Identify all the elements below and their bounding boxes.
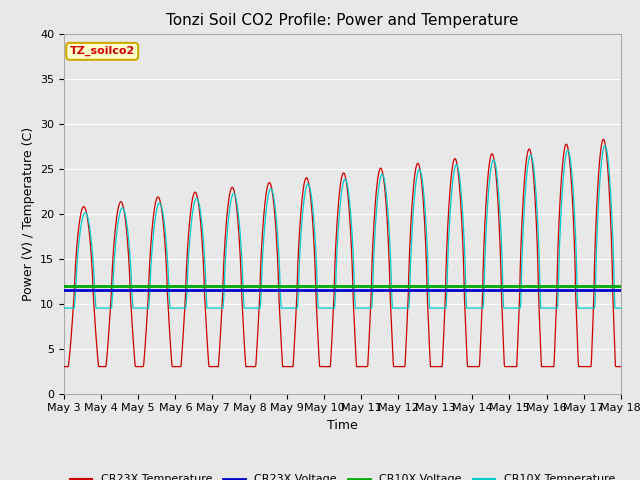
Y-axis label: Power (V) / Temperature (C): Power (V) / Temperature (C) xyxy=(22,127,35,300)
X-axis label: Time: Time xyxy=(327,419,358,432)
Title: Tonzi Soil CO2 Profile: Power and Temperature: Tonzi Soil CO2 Profile: Power and Temper… xyxy=(166,13,518,28)
Text: TZ_soilco2: TZ_soilco2 xyxy=(70,46,135,57)
Legend: CR23X Temperature, CR23X Voltage, CR10X Voltage, CR10X Temperature: CR23X Temperature, CR23X Voltage, CR10X … xyxy=(65,470,620,480)
